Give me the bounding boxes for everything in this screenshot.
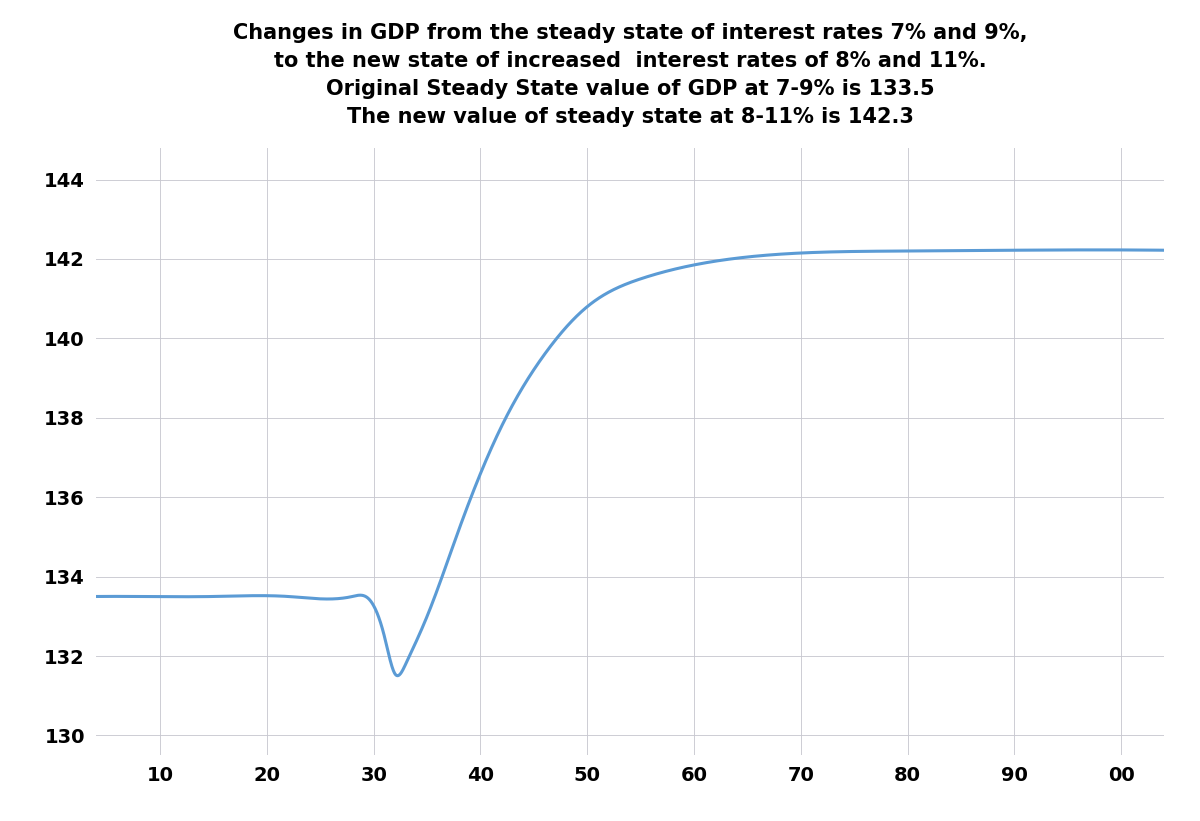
Title: Changes in GDP from the steady state of interest rates 7% and 9%,
to the new sta: Changes in GDP from the steady state of … <box>233 23 1027 126</box>
